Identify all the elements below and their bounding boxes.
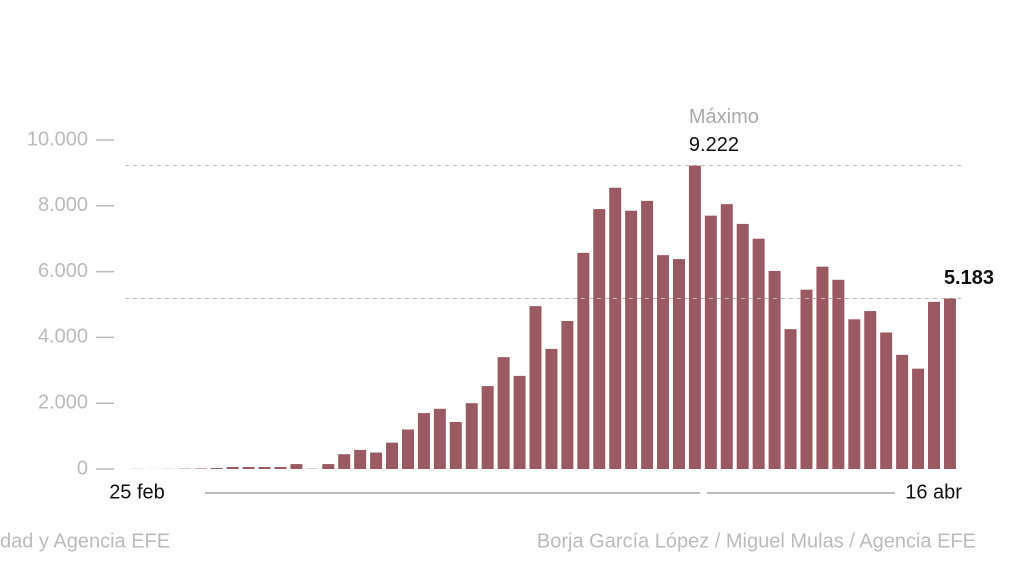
bar (609, 188, 621, 469)
bar (689, 166, 701, 469)
bar (450, 422, 462, 469)
bar (785, 329, 797, 469)
x-tick-label: 25 feb (109, 481, 165, 503)
bar (354, 450, 366, 469)
bar (259, 467, 271, 469)
bar (880, 332, 892, 469)
bar (482, 386, 494, 469)
bar (498, 357, 510, 469)
bar (657, 255, 669, 469)
bar (530, 306, 542, 469)
bar (402, 430, 414, 469)
bar (274, 467, 286, 469)
bar (625, 211, 637, 469)
bar (545, 349, 557, 469)
bar (800, 290, 812, 469)
bar (211, 468, 223, 469)
bar (641, 201, 653, 469)
source: dad y Agencia EFE (0, 530, 170, 552)
bar (418, 413, 430, 469)
y-tick-label: 0 (77, 457, 88, 479)
bar (864, 311, 876, 469)
bar (593, 209, 605, 469)
bar (370, 453, 382, 469)
bar (896, 355, 908, 469)
y-tick-label: 2.000 (38, 391, 88, 413)
bar (243, 467, 255, 469)
value-label: 5.183 (944, 267, 994, 289)
bar (514, 376, 526, 469)
bar (227, 467, 239, 469)
bar (322, 464, 334, 469)
credit: Borja García López / Miguel Mulas / Agen… (537, 530, 976, 552)
bar (561, 321, 573, 469)
y-tick-label: 6.000 (38, 260, 88, 282)
x-tick-label: 16 abr (905, 481, 962, 503)
bar (848, 319, 860, 469)
annotation: Máximo (689, 106, 759, 128)
bar (386, 443, 398, 469)
bar (434, 409, 446, 469)
y-tick-label: 4.000 (38, 326, 88, 348)
bar (338, 454, 350, 469)
bar (753, 239, 765, 469)
y-tick-label: 10.000 (27, 128, 88, 150)
bar (769, 271, 781, 469)
bar (577, 253, 589, 469)
bar (944, 298, 956, 469)
bar (832, 280, 844, 469)
bar (816, 267, 828, 469)
bar (737, 224, 749, 469)
bar (705, 216, 717, 469)
bar (466, 403, 478, 469)
bar (721, 204, 733, 469)
bar (290, 464, 302, 469)
bar (928, 302, 940, 469)
bar (673, 259, 685, 469)
bar (912, 369, 924, 469)
value-label: 9.222 (689, 134, 739, 156)
y-tick-label: 8.000 (38, 194, 88, 216)
